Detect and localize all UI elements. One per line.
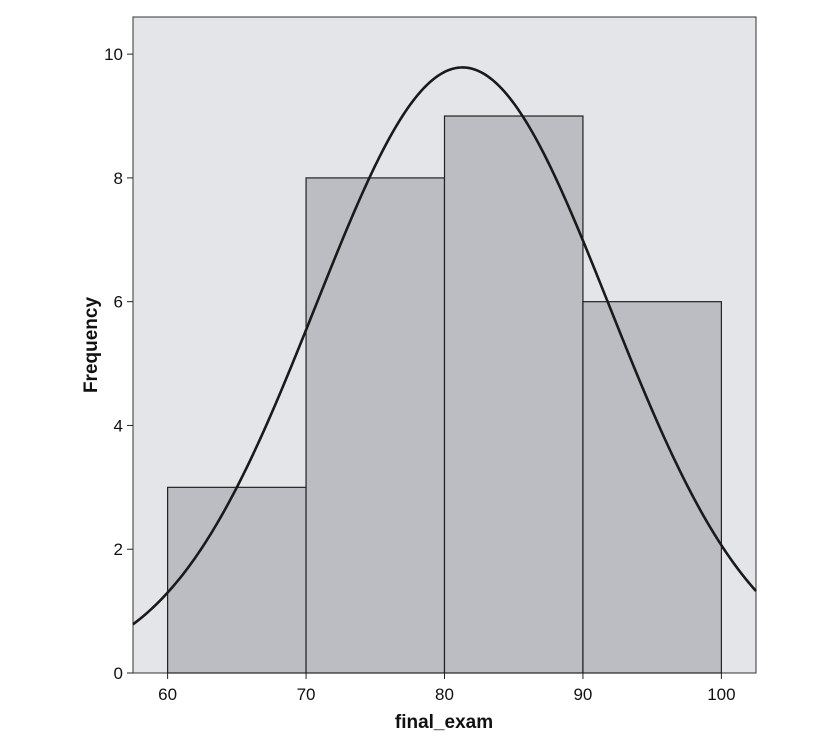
x-tick-label: 80 xyxy=(435,685,454,704)
histogram-bar xyxy=(167,486,307,674)
curve-group xyxy=(132,66,757,626)
y-axis: 0 2 4 6 8 10 xyxy=(104,45,133,683)
histogram-bar xyxy=(443,115,584,674)
x-tick-label: 90 xyxy=(573,685,592,704)
y-tick-label: 8 xyxy=(114,169,123,188)
x-axis: 60 70 80 90 100 xyxy=(158,673,736,704)
normal-curve xyxy=(132,66,757,626)
y-tick-label: 10 xyxy=(104,45,123,64)
x-tick-label: 70 xyxy=(297,685,316,704)
bars-group xyxy=(167,115,722,674)
y-tick-label: 6 xyxy=(114,293,123,312)
y-tick-label: 0 xyxy=(114,664,123,683)
histogram-bar xyxy=(582,301,722,674)
y-tick-label: 4 xyxy=(114,416,123,435)
y-axis-title: Frequency xyxy=(81,297,102,394)
x-axis-title: final_exam xyxy=(395,712,493,733)
histogram-bar xyxy=(305,177,446,674)
x-tick-label: 60 xyxy=(158,685,177,704)
x-tick-label: 100 xyxy=(707,685,735,704)
y-tick-label: 2 xyxy=(114,540,123,559)
